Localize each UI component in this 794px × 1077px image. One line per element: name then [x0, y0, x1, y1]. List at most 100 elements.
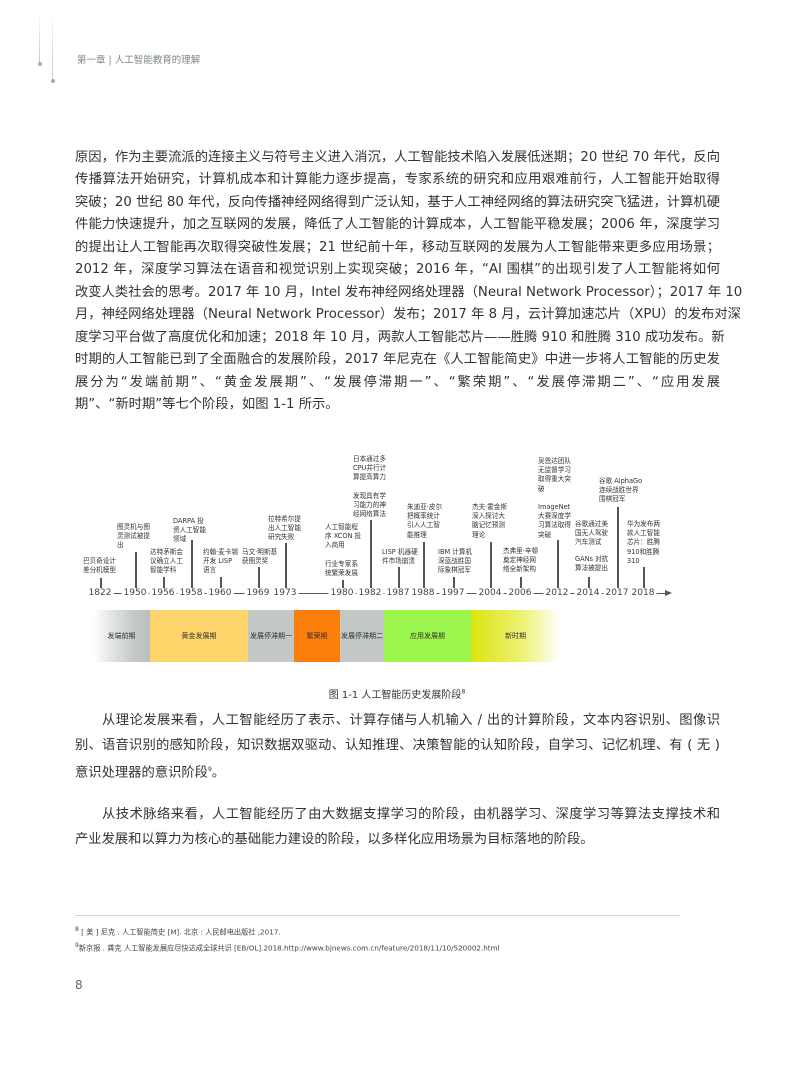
- event-tick: [220, 577, 222, 588]
- text-line: 传播算法开始研究，计算机成本和计算能力逐步提高，专家系统的研究和应用艰难前行，人…: [75, 172, 720, 188]
- event-label-1956: 达特茅斯会 议确立人工 智能学科: [150, 548, 183, 575]
- event-label-1973: 拉特希尔提 出人工智能 研究失败: [268, 515, 301, 542]
- timeline-axis: [92, 593, 667, 594]
- event-label-2012: 吴恩达团队 无监督学习 取得重大突 破: [538, 457, 571, 493]
- footnote-ref: 9: [75, 942, 79, 949]
- sentence-end: 。: [211, 765, 226, 781]
- event-tick: [370, 520, 372, 588]
- text-line: 2012 年，深度学习算法在语音和视觉识别上实现突破；2016 年，“AI 围棋…: [75, 262, 720, 278]
- phase-3: 繁荣期: [294, 610, 340, 662]
- text-line: 从理论发展来看，人工智能经历了表示、计算存储与人机输入 / 出的计算阶段，文本内…: [102, 713, 720, 728]
- text-line: 原因，作为主要流派的连接主义与符号主义进入消沉，人工智能技术陷入发展低迷期；20…: [75, 150, 720, 165]
- year-label: 2018: [629, 587, 657, 599]
- event-tick: [588, 577, 590, 588]
- text-line: 改变人类社会的思考。2017 年 10 月，Intel 发布神经网络处理器（Ne…: [75, 284, 743, 300]
- event-label-1980: 行业专家系 统繁荣发展: [325, 560, 358, 578]
- caption-footnote-ref: 8: [461, 688, 466, 696]
- year-label: 1822: [86, 587, 114, 599]
- text-line: 月，神经网络处理器（Neural Network Processor）发布；20…: [75, 307, 741, 323]
- event-tick: [163, 577, 165, 588]
- event-label-1969: 马文·明斯基 获图灵奖: [242, 548, 278, 566]
- phase-label: 发展停滞期一: [250, 632, 292, 640]
- year-label: 1980: [328, 587, 356, 599]
- year-label: 1958: [177, 587, 205, 599]
- event-label-1958: DARPA 投 资人工智能 领域: [173, 517, 206, 544]
- footnote-9: 9新京报 . 龚克 人工智能发展应尽快达成全球共识 [EB/OL].2018.h…: [75, 942, 500, 953]
- text-line: 时期的人工智能已到了全面融合的发展阶段，2017 年尼克在《人工智能简史》中进一…: [75, 352, 720, 368]
- arrow-icon: [665, 590, 672, 596]
- event-label-2012: ImageNet 大赛深度学 习算法取得 突破: [538, 503, 571, 539]
- event-label-2004: 杰夫·霍金斯 深入探讨大 脑记忆预测 理论: [472, 503, 508, 539]
- year-label: 1987: [384, 587, 412, 599]
- year-label: 2006: [506, 587, 534, 599]
- year-label: 2004: [476, 587, 504, 599]
- text-line: 的提出让人工智能再次取得突破性发展；21 世纪前十年，移动互联网的发展为人工智能…: [75, 239, 720, 255]
- event-tick: [342, 580, 344, 588]
- text-line: 展分为“发端前期”、“黄金发展期”、“发展停滞期一”、“繁荣期”、“发展停滞期二…: [75, 374, 720, 390]
- phase-4: 发展停滞期二: [340, 610, 384, 662]
- phase-label: 繁荣期: [306, 632, 328, 640]
- page-number: 8: [75, 978, 83, 992]
- event-label-1982: 发现具有学 习能力的神 经网络算法: [353, 492, 386, 519]
- phase-0: 发端前期: [93, 610, 150, 662]
- event-label-1950: 图灵机与图 灵测试被提 出: [117, 523, 150, 550]
- event-label-1822: 巴贝奇设计 差分机模型: [83, 557, 116, 575]
- phase-label: 应用发展期: [410, 632, 445, 640]
- event-label-2018: 华为发布两 款人工智能 芯片：胜腾 910和胜腾 310: [627, 520, 660, 565]
- phase-1: 黄金发展期: [150, 610, 248, 662]
- event-label-1980: 人工智能程 序 XCON 投 入商用: [325, 523, 362, 550]
- paragraph-1: 原因，作为主要流派的连接主义与符号主义进入消沉，人工智能技术陷入发展低迷期；20…: [75, 147, 743, 416]
- year-label: 2017: [603, 587, 631, 599]
- text-line: 期”、“新时期”等七个阶段，如图 1-1 所示。: [75, 396, 339, 412]
- event-label-1997: IBM 计算机 深蓝战胜国 际象棋冠军: [438, 548, 473, 575]
- caption-text: 图 1-1 人工智能历史发展阶段: [328, 690, 462, 701]
- phase-6: 新时期: [471, 610, 560, 662]
- event-tick: [285, 543, 287, 588]
- footnote-ref: 8: [75, 926, 79, 933]
- text-line: 度学习平台做了高度优化和加速；2018 年 10 月，两款人工智能芯片——胜腾 …: [75, 329, 725, 345]
- year-label: 1982: [356, 587, 384, 599]
- event-tick: [135, 552, 137, 588]
- event-tick: [490, 542, 492, 588]
- event-tick: [617, 507, 619, 588]
- phase-5: 应用发展期: [384, 610, 471, 662]
- event-tick: [643, 567, 645, 588]
- event-label-2006: 杰弗里·辛顿 奠定神经网 络全新架构: [503, 547, 539, 574]
- decor-dot: [50, 79, 55, 83]
- event-label-1982: 日本通过多 CPU并行计 算提高算力: [353, 455, 387, 482]
- event-label-2017: 谷歌 AlphaGo 连续战胜世界 围棋冠军: [599, 477, 643, 504]
- year-label: 1969: [244, 587, 272, 599]
- event-label-1987: LISP 机器硬 件市场崩溃: [382, 548, 418, 566]
- year-label: 2014: [574, 587, 602, 599]
- event-tick: [423, 542, 425, 588]
- event-label-2014: GANs 对抗 算法被提出: [575, 555, 609, 573]
- year-label: 1950: [121, 587, 149, 599]
- footnote-ref: 9: [207, 766, 212, 773]
- event-tick: [258, 567, 260, 588]
- text-line: 突破；20 世纪 80 年代，反向传播神经网络得到广泛认知，基于人工神经网络的算…: [75, 194, 720, 210]
- event-tick: [453, 577, 455, 588]
- year-label: 1956: [149, 587, 177, 599]
- phase-2: 发展停滞期一: [248, 610, 294, 662]
- year-label: 2012: [543, 587, 571, 599]
- decor-line: [39, 10, 40, 62]
- footnote-text: [ 美 ] 尼克 . 人工智能简史 [M]. 北京 : 人民邮电出版社 ,201…: [81, 927, 281, 937]
- event-tick: [557, 540, 559, 588]
- decor-dot: [37, 62, 42, 66]
- year-label: 1988: [409, 587, 437, 599]
- event-tick: [191, 540, 193, 588]
- running-header: 第一章 | 人工智能教育的理解: [77, 55, 201, 66]
- text-line: 别、语音识别的感知阶段，知识数据双驱动、认知推理、决策智能的认知阶段，自学习、记…: [75, 737, 720, 753]
- phase-label: 发端前期: [107, 632, 136, 640]
- event-label-1960: 约翰·麦卡锡 开发 LISP 语言: [203, 548, 239, 575]
- figure-caption: 图 1-1 人工智能历史发展阶段8: [0, 686, 794, 701]
- phase-label: 黄金发展期: [181, 632, 217, 640]
- footnote-8: 8 [ 美 ] 尼克 . 人工智能简史 [M]. 北京 : 人民邮电出版社 ,2…: [75, 926, 281, 937]
- decor-line: [52, 10, 53, 80]
- event-label-2014: 谷歌通过美 国无人驾驶 汽车测试: [575, 520, 608, 547]
- footnote-divider: [75, 915, 680, 916]
- text-line: 产业发展和以算力为核心的基础能力建设的阶段，以多样化应用场景为目标落地的阶段。: [75, 831, 594, 847]
- event-tick: [520, 577, 522, 588]
- phase-label: 新时期: [505, 632, 526, 640]
- event-tick: [398, 567, 400, 588]
